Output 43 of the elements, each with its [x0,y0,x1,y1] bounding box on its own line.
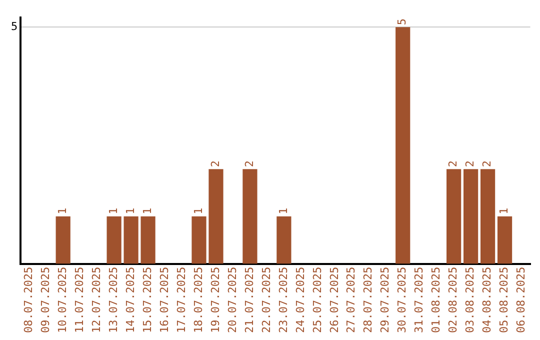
x-tick-label: 21.07.2025 [242,266,256,334]
data-label: 2 [446,160,460,168]
x-tick-label: 13.07.2025 [106,266,120,334]
data-label: 2 [480,160,494,168]
data-label: 2 [242,160,256,168]
x-tick-label: 02.08.2025 [446,266,460,334]
data-label: 1 [276,208,290,214]
x-tick-label: 30.07.2025 [396,266,409,334]
x-tick-label: 06.08.2025 [514,266,528,334]
x-tick-label: 25.07.2025 [310,266,324,334]
x-tick-label: 16.07.2025 [158,266,171,334]
data-label: 2 [208,160,222,168]
x-tick-label: 31.07.2025 [412,266,426,334]
x-tick-label: 14.07.2025 [124,266,137,334]
data-label: 1 [140,208,154,214]
x-tick-label: 09.07.2025 [38,266,52,334]
x-tick-label: 20.07.2025 [226,266,239,334]
data-label: 1 [124,208,137,214]
x-tick-label: 15.07.2025 [140,266,154,334]
x-tick-label: 27.07.2025 [344,266,358,334]
data-label: 1 [192,208,205,214]
x-tick-label: 03.08.2025 [464,266,477,334]
data-label: 5 [396,18,409,26]
x-tick-label: 12.07.2025 [90,266,103,334]
data-label: 1 [498,208,511,214]
data-label: 1 [106,208,120,214]
x-tick-label: 23.07.2025 [276,266,290,334]
x-tick-label: 01.08.2025 [430,266,443,334]
data-label: 2 [464,160,477,168]
x-tick-label: 18.07.2025 [192,266,205,334]
x-tick-label: 08.07.2025 [22,266,35,334]
x-tick-label: 04.08.2025 [480,266,494,334]
data-label: 1 [56,208,69,214]
x-tick-label: 05.08.2025 [498,266,511,334]
x-tick-label: 17.07.2025 [174,266,188,334]
x-tick-label: 10.07.2025 [56,266,69,334]
x-tick-label: 11.07.2025 [72,266,86,334]
x-tick-label: 24.07.2025 [294,266,307,334]
x-tick-label: 28.07.2025 [362,266,375,334]
x-tick-label: 22.07.2025 [260,266,273,334]
x-tick-label: 26.07.2025 [328,266,341,334]
x-tick-label: 19.07.2025 [208,266,222,334]
x-tick-label: 29.07.2025 [378,266,392,334]
